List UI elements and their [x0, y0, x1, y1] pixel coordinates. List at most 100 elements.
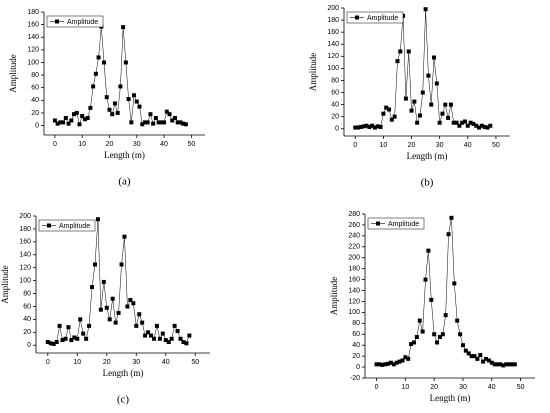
- y-tick-label: 100: [19, 277, 31, 284]
- data-marker: [460, 120, 465, 125]
- y-tick-label: 220: [348, 244, 360, 251]
- data-marker: [440, 111, 445, 116]
- data-marker: [488, 123, 493, 128]
- data-marker: [63, 115, 68, 120]
- data-marker: [386, 361, 391, 366]
- data-marker: [367, 124, 372, 129]
- data-marker: [61, 120, 66, 125]
- data-marker: [415, 120, 420, 125]
- data-marker: [52, 118, 57, 123]
- data-marker: [129, 120, 134, 125]
- data-marker: [394, 360, 399, 365]
- y-tick-label: 280: [348, 211, 360, 218]
- legend-marker: [47, 223, 51, 228]
- y-tick-label: 140: [327, 41, 339, 48]
- data-marker: [140, 320, 145, 325]
- x-axis-title: Length (m): [407, 151, 448, 161]
- data-marker: [63, 336, 68, 341]
- data-marker: [437, 120, 442, 125]
- data-marker: [159, 120, 164, 125]
- data-marker: [74, 110, 79, 115]
- data-marker: [87, 323, 92, 328]
- data-marker: [495, 362, 500, 367]
- y-tick-label: 180: [27, 9, 39, 16]
- y-tick-label: 80: [352, 320, 360, 327]
- y-tick-label: -20: [350, 375, 360, 382]
- y-tick-label: 200: [348, 255, 360, 262]
- data-marker: [58, 120, 63, 125]
- data-marker: [462, 119, 467, 124]
- data-marker: [409, 342, 414, 347]
- data-marker: [412, 99, 417, 104]
- data-marker: [118, 84, 123, 89]
- data-marker: [81, 331, 86, 336]
- data-marker: [149, 333, 154, 338]
- legend-marker: [55, 19, 59, 24]
- data-marker: [142, 120, 147, 125]
- caption: (a): [118, 176, 131, 188]
- data-marker: [116, 310, 121, 315]
- data-marker: [82, 117, 87, 122]
- data-marker: [417, 113, 422, 118]
- y-tick-label: 20: [352, 353, 360, 360]
- legend-label: Amplitude: [367, 15, 398, 22]
- data-marker: [403, 355, 408, 360]
- caption: (b): [421, 177, 434, 189]
- data-marker: [377, 362, 382, 367]
- x-tick-label: 30: [132, 359, 140, 366]
- y-tick-label: 140: [348, 287, 360, 294]
- y-tick-label: 260: [348, 222, 360, 229]
- y-tick-label: 200: [19, 213, 31, 220]
- x-tick-label: 40: [464, 142, 472, 149]
- chart-panel: 0 20 40 60 80 100 120 140 160 180 200 0 10 20 30 40 50 Le…: [308, 5, 510, 189]
- data-marker: [78, 317, 83, 322]
- data-marker: [167, 112, 172, 117]
- data-marker: [387, 107, 392, 112]
- y-tick-label: 0: [27, 342, 31, 349]
- y-tick-label: 140: [27, 34, 39, 41]
- y-axis-title: Amplitude: [8, 54, 18, 93]
- data-marker: [392, 114, 397, 119]
- data-marker: [187, 333, 192, 338]
- data-marker: [84, 336, 89, 341]
- data-marker: [452, 281, 457, 286]
- data-marker: [154, 323, 159, 328]
- legend: Amplitude: [38, 219, 96, 232]
- data-marker: [137, 312, 142, 317]
- data-marker: [178, 336, 183, 341]
- data-marker: [380, 362, 385, 367]
- data-marker: [57, 323, 62, 328]
- data-marker: [388, 360, 393, 365]
- y-tick-label: 40: [31, 97, 39, 104]
- data-marker: [466, 351, 471, 356]
- data-marker: [492, 362, 497, 367]
- x-tick-label: 0: [46, 359, 50, 366]
- data-marker: [54, 340, 59, 345]
- data-marker: [409, 108, 414, 113]
- y-tick-label: 160: [327, 29, 339, 36]
- data-marker: [400, 358, 405, 363]
- x-tick-label: 10: [401, 384, 409, 391]
- data-marker: [472, 354, 477, 359]
- data-marker: [51, 341, 56, 346]
- data-marker: [125, 304, 130, 309]
- data-marker: [381, 111, 386, 116]
- legend: Amplitude: [367, 217, 425, 230]
- series-line: [54, 26, 186, 126]
- data-marker: [391, 362, 396, 367]
- data-marker: [102, 60, 107, 65]
- y-tick-label: 180: [348, 266, 360, 273]
- y-tick-label: 80: [23, 290, 31, 297]
- legend: Amplitude: [346, 11, 404, 24]
- x-tick-label: 30: [436, 142, 444, 149]
- x-tick-label: 30: [459, 384, 467, 391]
- data-marker: [48, 341, 53, 346]
- data-marker: [153, 115, 158, 120]
- y-tick-label: 180: [19, 226, 31, 233]
- data-marker: [181, 121, 186, 126]
- data-marker: [104, 95, 109, 100]
- data-marker: [175, 120, 180, 125]
- data-marker: [60, 338, 65, 343]
- data-marker: [146, 330, 151, 335]
- data-marker: [429, 102, 434, 107]
